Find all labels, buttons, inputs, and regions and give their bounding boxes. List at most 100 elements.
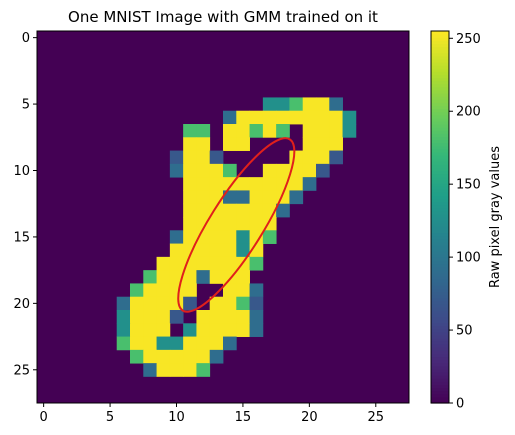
colorbar-band bbox=[431, 328, 449, 333]
colorbar-band bbox=[431, 368, 449, 373]
heatmap-cell bbox=[183, 363, 197, 377]
heatmap-cell bbox=[223, 190, 237, 205]
colorbar-band bbox=[431, 372, 449, 376]
colorbar-band bbox=[431, 229, 449, 234]
colorbar-band bbox=[431, 244, 449, 249]
heatmap-cell bbox=[236, 190, 250, 205]
heatmap-cell bbox=[183, 137, 197, 151]
heatmap-cell bbox=[289, 190, 304, 205]
heatmap-cell bbox=[289, 150, 304, 165]
heatmap-cell bbox=[223, 336, 237, 351]
heatmap-cell bbox=[196, 217, 211, 231]
heatmap-cell bbox=[316, 124, 330, 138]
heatmap-cell bbox=[236, 270, 250, 284]
heatmap-cell bbox=[223, 283, 237, 298]
y-tick-label: 20 bbox=[13, 297, 30, 312]
heatmap-cell bbox=[209, 256, 224, 271]
heatmap-cell bbox=[209, 243, 224, 258]
colorbar-band bbox=[431, 337, 449, 342]
heatmap-cell bbox=[196, 124, 211, 138]
heatmap-cell bbox=[249, 283, 264, 298]
heatmap-cell bbox=[249, 190, 264, 205]
heatmap-cell bbox=[329, 150, 343, 165]
colorbar-band bbox=[431, 303, 449, 308]
colorbar-band bbox=[431, 365, 449, 370]
heatmap-cell bbox=[196, 349, 211, 364]
y-tick-label: 25 bbox=[13, 363, 30, 378]
y-tick-label: 10 bbox=[13, 164, 30, 179]
x-tick-label: 20 bbox=[301, 410, 318, 425]
colorbar-band bbox=[431, 232, 449, 237]
heatmap-cell bbox=[223, 256, 237, 271]
colorbar-band bbox=[431, 99, 449, 103]
heatmap-cell bbox=[249, 310, 264, 324]
heatmap-cell bbox=[249, 110, 264, 125]
axes-border bbox=[36, 30, 410, 404]
heatmap-cell bbox=[130, 296, 144, 311]
heatmap-cell bbox=[143, 270, 157, 284]
heatmap-cell bbox=[236, 323, 250, 337]
colorbar-band bbox=[431, 347, 449, 351]
heatmap-cell bbox=[156, 296, 171, 311]
heatmap-cell bbox=[183, 163, 197, 178]
heatmap-cell bbox=[196, 243, 211, 258]
heatmap-cell bbox=[143, 363, 157, 377]
heatmap-cell bbox=[249, 177, 264, 191]
colorbar-band bbox=[431, 136, 449, 141]
colorbar-band bbox=[431, 173, 449, 178]
colorbar-band bbox=[431, 220, 449, 224]
x-tick-label: 0 bbox=[40, 410, 48, 425]
colorbar-band bbox=[431, 148, 449, 153]
heatmap-cell bbox=[316, 97, 330, 112]
heatmap-cell bbox=[329, 110, 343, 125]
colorbar-tick-label: 50 bbox=[456, 324, 473, 339]
colorbar-band bbox=[431, 306, 449, 311]
heatmap-cell bbox=[262, 190, 277, 205]
heatmap-cell bbox=[262, 230, 277, 244]
colorbar-band bbox=[431, 89, 449, 94]
x-tick-label: 15 bbox=[235, 410, 252, 425]
heatmap-cell bbox=[302, 97, 317, 112]
heatmap-cell bbox=[196, 137, 211, 151]
colorbar-band bbox=[431, 396, 449, 401]
heatmap-cell bbox=[196, 323, 211, 337]
colorbar-band bbox=[431, 117, 449, 122]
colorbar-band bbox=[431, 248, 449, 252]
colorbar-band bbox=[431, 68, 449, 72]
colorbar-tick-label: 100 bbox=[456, 251, 481, 266]
colorbar-band bbox=[431, 130, 449, 134]
heatmap-cell bbox=[196, 177, 211, 191]
heatmap-cell bbox=[116, 323, 131, 337]
heatmap-cell bbox=[143, 336, 157, 351]
colorbar-band bbox=[431, 133, 449, 137]
colorbar-band bbox=[431, 65, 449, 69]
colorbar-band bbox=[431, 217, 449, 221]
heatmap-cell bbox=[249, 256, 264, 271]
heatmap-cell bbox=[209, 323, 224, 337]
heatmap-cell bbox=[262, 124, 277, 138]
heatmap-cell bbox=[249, 203, 264, 218]
colorbar-band bbox=[431, 158, 449, 162]
colorbar-band bbox=[431, 390, 449, 395]
heatmap-cell bbox=[316, 110, 330, 125]
heatmap-cell bbox=[316, 137, 330, 151]
y-tick-label: 5 bbox=[22, 98, 30, 113]
colorbar-band bbox=[431, 142, 449, 147]
heatmap-cell bbox=[156, 283, 171, 298]
heatmap-cell bbox=[236, 230, 250, 244]
heatmap-cell bbox=[209, 163, 224, 178]
heatmap-cell bbox=[183, 177, 197, 191]
heatmap-cell bbox=[289, 97, 304, 112]
heatmap-cell bbox=[223, 310, 237, 324]
heatmap-cell bbox=[156, 323, 171, 337]
heatmap-cell bbox=[276, 124, 290, 138]
colorbar-band bbox=[431, 325, 449, 330]
colorbar-band bbox=[431, 164, 449, 168]
heatmap-cell bbox=[249, 230, 264, 244]
colorbar-band bbox=[431, 127, 449, 131]
heatmap-cell bbox=[209, 349, 224, 364]
heatmap-cell bbox=[169, 243, 184, 258]
colorbar-band bbox=[431, 393, 449, 398]
colorbar-label: Raw pixel gray values bbox=[488, 146, 503, 288]
colorbar-band bbox=[431, 108, 449, 113]
